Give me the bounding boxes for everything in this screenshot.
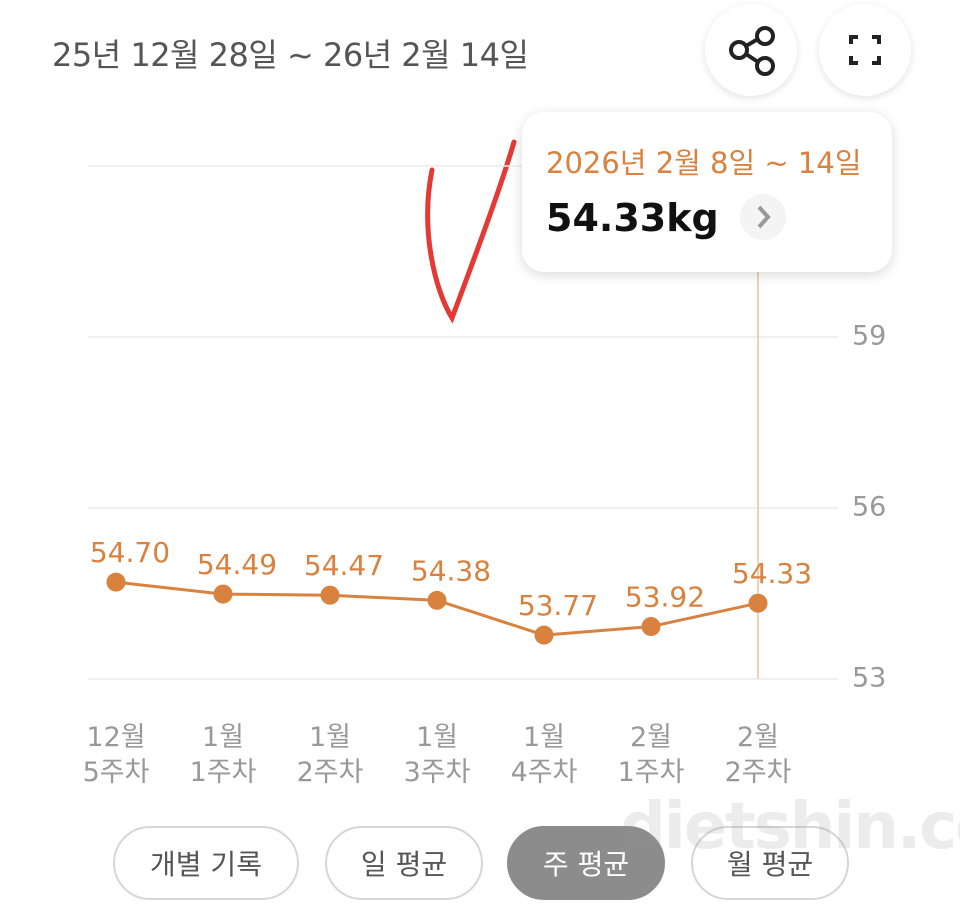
data-label: 54.70 <box>90 536 170 569</box>
hand-drawn-check <box>425 139 517 324</box>
data-label: 53.92 <box>625 581 705 614</box>
data-point <box>320 585 340 605</box>
share-button[interactable] <box>705 4 797 96</box>
watermark: dietshin.com <box>620 790 960 864</box>
view-toggle-button[interactable]: 월 평균 <box>691 826 849 900</box>
tooltip[interactable]: 2026년 2월 8일 ~ 14일 54.33kg <box>522 112 892 272</box>
x-tick-label: 2월 2주차 <box>724 722 792 788</box>
y-tick-label: 59 <box>852 321 886 352</box>
view-toggle-button[interactable]: 주 평균 <box>507 826 665 900</box>
fullscreen-button[interactable] <box>819 4 911 96</box>
y-tick-label: 53 <box>852 663 886 694</box>
data-point <box>106 572 126 592</box>
data-point <box>213 584 233 604</box>
tooltip-arrow[interactable] <box>740 194 786 240</box>
x-tick-label: 12월 5주차 <box>82 722 150 788</box>
chevron-icon <box>757 205 771 229</box>
share-icon <box>729 26 775 76</box>
data-point <box>641 617 661 637</box>
data-point <box>427 590 447 610</box>
x-tick-label: 2월 1주차 <box>617 722 685 788</box>
data-point <box>748 593 768 613</box>
x-tick-label: 1월 3주차 <box>403 722 471 788</box>
data-label: 54.49 <box>197 548 277 581</box>
x-tick-label: 1월 1주차 <box>189 722 257 788</box>
data-label: 54.33 <box>732 557 812 590</box>
x-tick-label: 1월 4주차 <box>510 722 578 788</box>
data-label: 53.77 <box>518 589 598 622</box>
date-range-title: 25년 12월 28일 ~ 26년 2월 14일 <box>52 36 529 74</box>
view-toggle-button[interactable]: 일 평균 <box>325 826 483 900</box>
fullscreen-icon <box>849 35 881 65</box>
data-label: 54.38 <box>411 554 491 587</box>
x-tick-label: 1월 2주차 <box>296 722 364 788</box>
tooltip-date: 2026년 2월 8일 ~ 14일 <box>546 146 862 180</box>
data-label: 54.47 <box>304 549 384 582</box>
y-tick-label: 56 <box>852 492 886 523</box>
view-toggle-button[interactable]: 개별 기록 <box>113 826 299 900</box>
tooltip-value: 54.33kg <box>546 196 719 240</box>
data-point <box>534 625 554 645</box>
